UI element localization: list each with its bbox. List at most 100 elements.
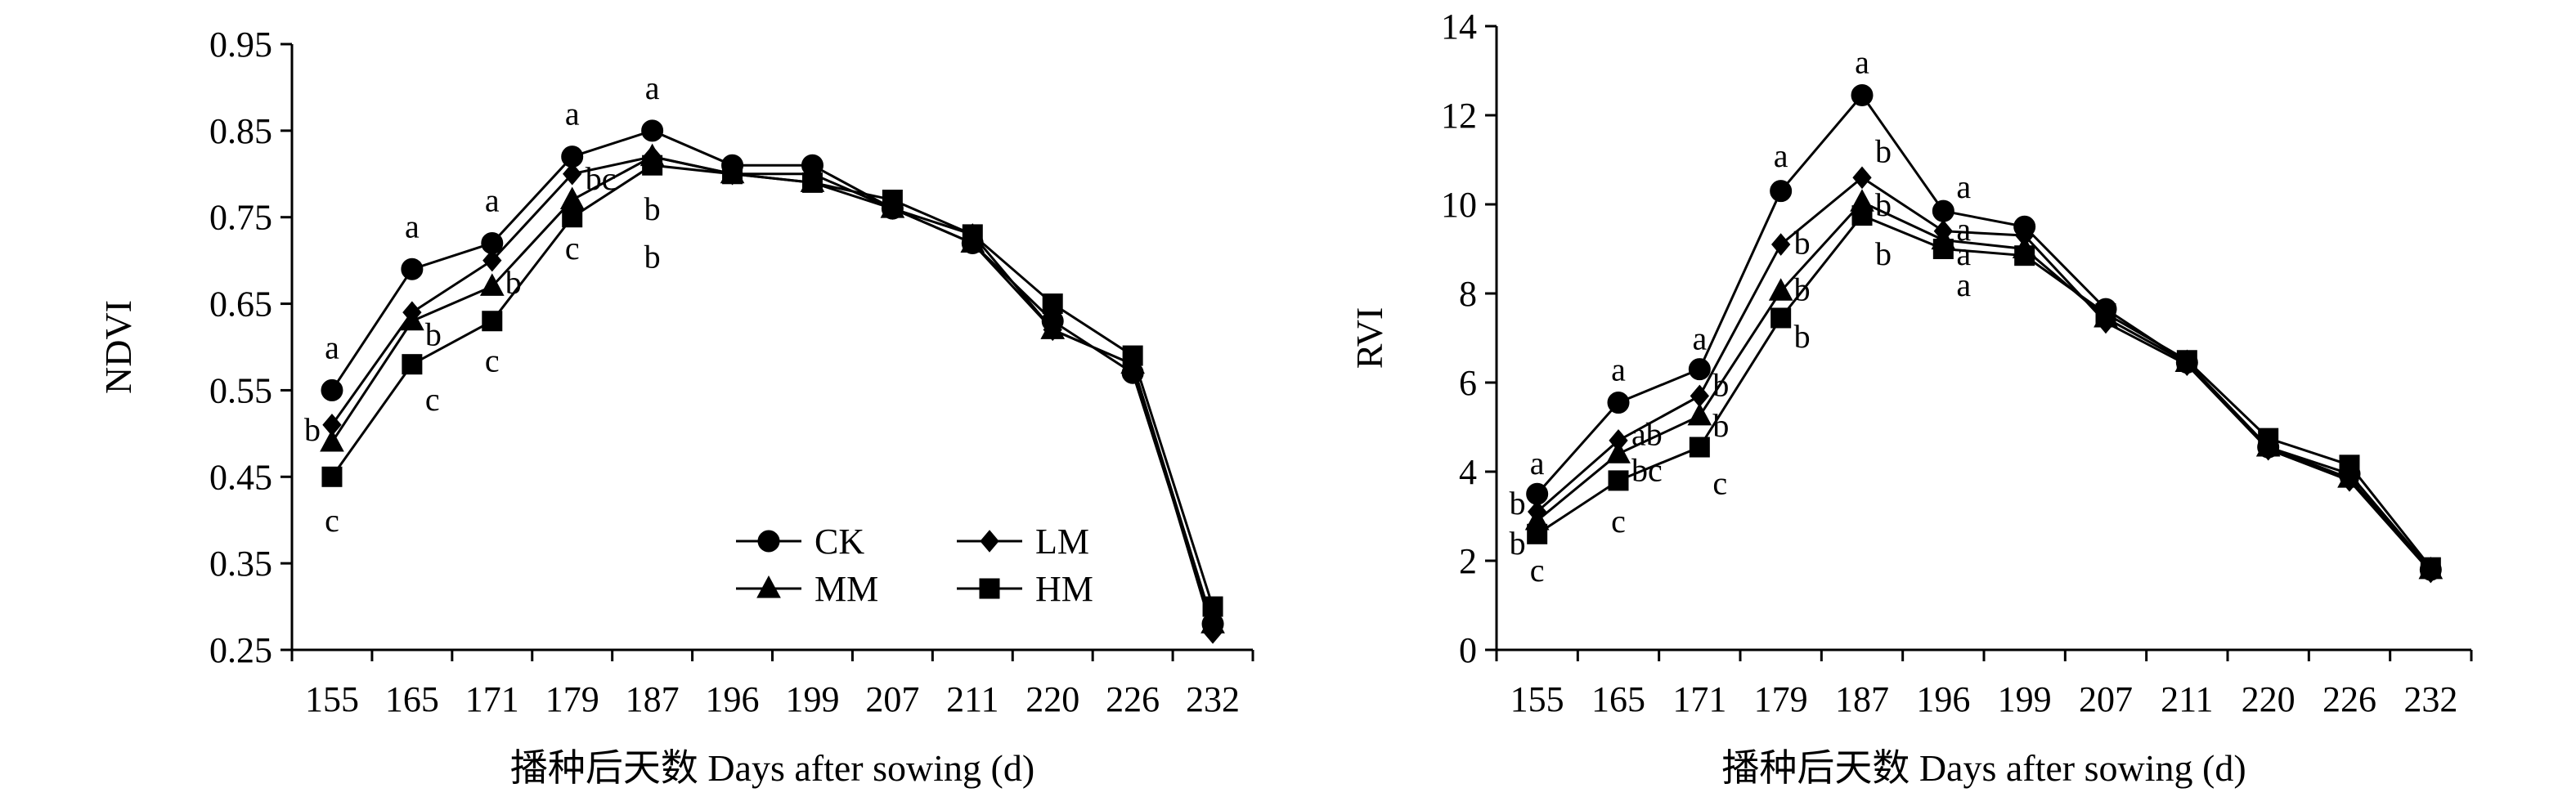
data-point-mm [559, 186, 585, 210]
series-line-hm [1536, 213, 2432, 569]
data-point-mm [2337, 465, 2362, 488]
legend-marker-mm [756, 575, 781, 598]
y-tick-label: 0.45 [209, 457, 272, 497]
x-tick-label: 155 [1510, 679, 1564, 719]
x-tick-label: 179 [1754, 679, 1808, 719]
data-point-hm [1122, 345, 1143, 366]
y-tick-label: 0.25 [209, 630, 272, 670]
significance-label: b [304, 411, 321, 448]
y-tick-label: 8 [1459, 274, 1477, 314]
series-line-ck [330, 129, 1214, 625]
significance-label: bc [1631, 451, 1663, 488]
series-ck [321, 119, 1224, 635]
significance-label: a [1611, 352, 1626, 388]
data-point-mm [1200, 611, 1225, 634]
x-tick-label: 226 [1106, 679, 1160, 719]
significance-label: b [1794, 224, 1811, 261]
significance-label: a [1774, 137, 1788, 174]
legend-label-ck: CK [815, 522, 864, 562]
y-tick-label: 10 [1441, 185, 1477, 225]
significance-label: b [1712, 367, 1729, 404]
legend-label-mm: MM [815, 569, 878, 609]
x-tick-label: 196 [706, 679, 760, 719]
significance-label: ab [1631, 416, 1663, 453]
x-tick-label: 220 [1025, 679, 1079, 719]
data-point-hm [2339, 454, 2360, 476]
data-point-mm [320, 428, 344, 452]
significance-label: c [325, 502, 339, 539]
legend-label-hm: HM [1035, 569, 1093, 609]
y-tick-label: 0.85 [209, 111, 272, 151]
data-point-ck [321, 378, 343, 401]
series-hm [321, 154, 1223, 617]
data-point-hm [1689, 437, 1710, 458]
significance-label: a [645, 69, 660, 106]
significance-label: a [325, 329, 339, 366]
data-point-hm [562, 207, 583, 228]
x-tick-label: 226 [2322, 679, 2376, 719]
y-axis-title: RVI [1349, 307, 1390, 369]
data-point-hm [2258, 428, 2279, 449]
significance-label: c [565, 230, 580, 266]
series-line-lm [1536, 176, 2432, 573]
data-point-ck [1607, 392, 1630, 414]
y-tick-label: 6 [1459, 363, 1477, 403]
rvi-chart: 0 2 4 6 8 10 12 14 155 165 171 179 187 196 199 207 211 22… [1349, 7, 2473, 789]
x-tick-label: 171 [1672, 679, 1726, 719]
y-tick-label: 0.75 [209, 198, 272, 238]
data-point-mm [479, 273, 505, 296]
ndvi-chart: 0.25 0.35 0.45 0.55 0.65 0.75 0.85 0.95 155 165 17… [97, 25, 1254, 789]
data-point-lm [1852, 166, 1872, 190]
significance-label: b [505, 264, 522, 301]
x-tick-label: 179 [545, 679, 599, 719]
data-point-hm [482, 311, 503, 332]
significance-label: a [1956, 211, 1971, 248]
data-point-hm [1932, 239, 1954, 259]
data-point-hm [1608, 470, 1629, 491]
x-tick-label: 220 [2242, 679, 2296, 719]
significance-label: b [1875, 186, 1892, 223]
significance-label: b [1510, 485, 1526, 522]
significance-label: b [1510, 525, 1526, 562]
significance-label: bc [586, 160, 617, 197]
x-tick-label: 211 [946, 679, 999, 719]
series-hm [1527, 205, 2441, 578]
data-point-hm [882, 190, 903, 211]
significance-label: c [425, 381, 440, 418]
x-tick-label: 232 [1186, 679, 1240, 719]
x-tick-label: 232 [2403, 679, 2457, 719]
data-point-mm [1687, 402, 1712, 426]
significance-label: a [1692, 320, 1707, 357]
x-tick-label: 199 [1998, 679, 2052, 719]
significance-label: c [1530, 552, 1545, 589]
x-tick-label: 207 [865, 679, 919, 719]
x-tick-label: 165 [1591, 679, 1645, 719]
series-line-hm [330, 163, 1214, 607]
data-point-hm [2176, 350, 2197, 371]
legend-label-lm: LM [1035, 522, 1089, 562]
x-tick-label: 187 [626, 679, 680, 719]
significance-label: b [1875, 235, 1892, 272]
data-point-ck [1688, 358, 1711, 381]
y-tick-label: 0.95 [209, 25, 272, 65]
data-point-hm [321, 466, 343, 487]
x-tick-label: 187 [1835, 679, 1889, 719]
data-point-hm [801, 172, 823, 193]
data-point-ck [1851, 83, 1874, 106]
data-point-lm [482, 249, 502, 272]
series-ck [1526, 83, 2442, 581]
significance-label: c [1712, 465, 1727, 502]
y-tick-label: 0.55 [209, 370, 272, 410]
data-point-hm [402, 354, 423, 375]
significance-label: a [1956, 235, 1971, 272]
significance-label: a [1855, 44, 1869, 81]
significance-label: b [1794, 271, 1811, 308]
significance-label: b [1794, 318, 1811, 355]
data-point-mm [400, 307, 424, 331]
series-lm [1528, 166, 2440, 584]
legend-marker-ck [757, 530, 780, 553]
x-tick-label: 207 [2079, 679, 2133, 719]
data-point-hm [1527, 523, 1548, 544]
legend-marker-lm [980, 530, 999, 553]
